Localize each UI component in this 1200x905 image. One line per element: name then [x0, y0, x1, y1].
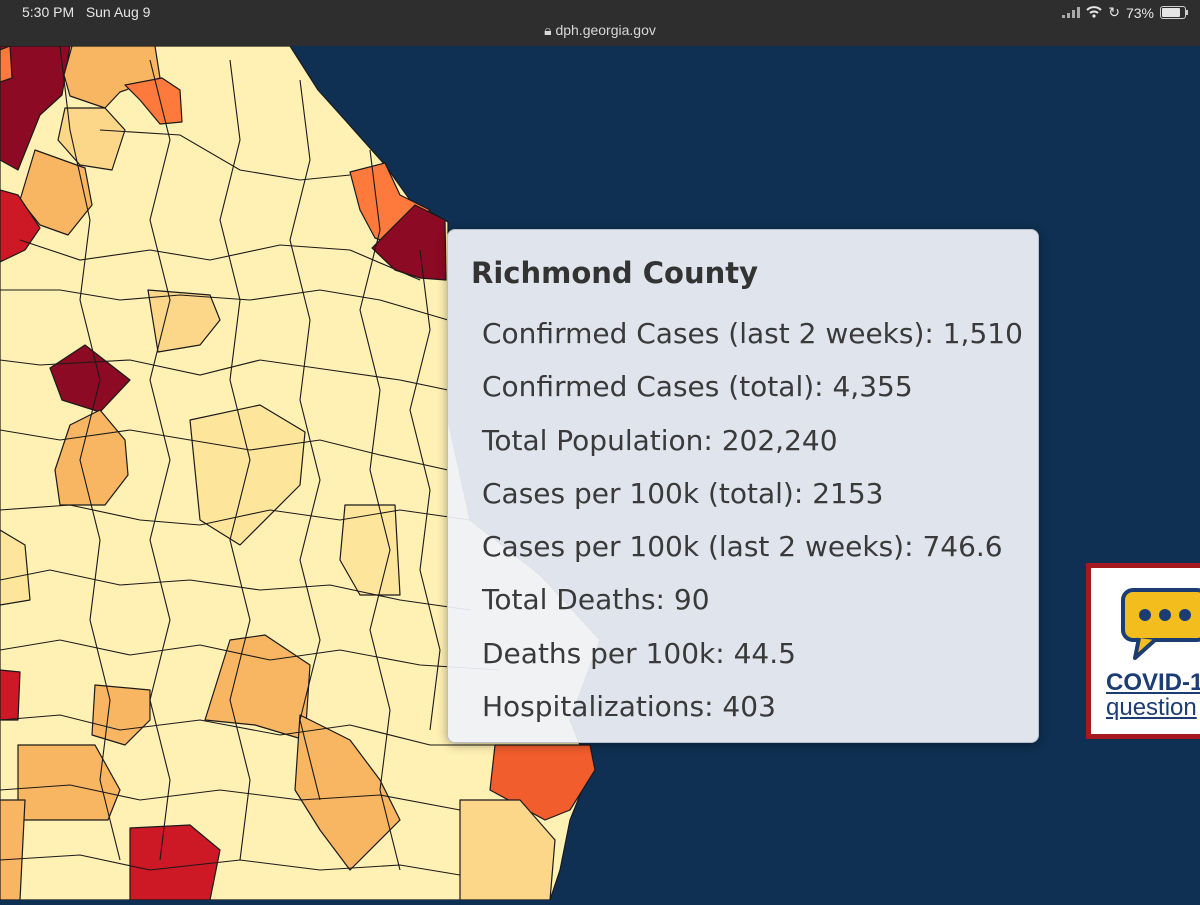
county	[49, 344, 131, 413]
county	[371, 204, 447, 281]
help-line-1: COVID-1	[1106, 669, 1200, 696]
county	[0, 529, 31, 606]
lock-icon: 🔒︎	[544, 22, 552, 38]
tooltip-row: Deaths per 100k: 44.5	[482, 636, 796, 670]
tooltip-row: Total Population: 202,240	[482, 423, 838, 457]
county	[0, 799, 26, 901]
county-borders	[0, 45, 501, 876]
county	[0, 45, 13, 83]
orientation-lock-icon: ↻	[1108, 4, 1120, 20]
county	[129, 824, 221, 901]
tooltip-row: Cases per 100k (last 2 weeks): 746.6	[482, 530, 1003, 564]
tooltip-row: Confirmed Cases (total): 4,355	[482, 370, 913, 404]
county	[294, 714, 401, 871]
covid-questions-link[interactable]: COVID-1 question	[1106, 670, 1200, 720]
address-url: dph.georgia.gov	[555, 22, 656, 38]
county	[57, 107, 126, 171]
county	[189, 404, 306, 546]
wifi-icon	[1086, 5, 1102, 21]
county	[459, 799, 556, 901]
county	[339, 504, 401, 596]
status-time: 5:30 PM	[22, 4, 75, 20]
battery-icon	[1160, 6, 1188, 19]
county	[0, 45, 71, 171]
covid-questions-button[interactable]: COVID-1 question	[1086, 563, 1200, 739]
tooltip-row: Total Deaths: 90	[482, 583, 710, 617]
county	[54, 409, 129, 506]
county	[0, 189, 41, 263]
tooltip-row: Confirmed Cases (last 2 weeks): 1,510	[482, 317, 1023, 350]
chat-bubble-icon	[1121, 588, 1200, 660]
county	[147, 289, 221, 353]
address-bar[interactable]: 🔒︎ dph.georgia.gov	[0, 22, 1200, 39]
county	[63, 45, 161, 109]
status-time-date: 5:30 PM Sun Aug 9	[22, 4, 150, 20]
tooltip-rows: Confirmed Cases (last 2 weeks): 1,510 Co…	[482, 314, 1023, 740]
county	[124, 77, 183, 125]
county	[0, 669, 21, 721]
status-indicators: ↻ 73%	[1062, 4, 1188, 21]
tooltip-title: Richmond County	[471, 256, 759, 290]
battery-percent: 73%	[1125, 4, 1154, 21]
status-bar: 5:30 PM Sun Aug 9 🔒︎ dph.georgia.gov ↻ 7…	[0, 0, 1200, 46]
cellular-signal-icon	[1062, 7, 1081, 18]
tooltip-row: Hospitalizations: 403	[482, 690, 776, 724]
help-line-2: question	[1106, 694, 1197, 721]
status-date: Sun Aug 9	[85, 4, 151, 20]
county-tooltip: Richmond County Confirmed Cases (last 2 …	[447, 229, 1039, 743]
tooltip-row: Cases per 100k (total): 2153	[482, 476, 884, 510]
